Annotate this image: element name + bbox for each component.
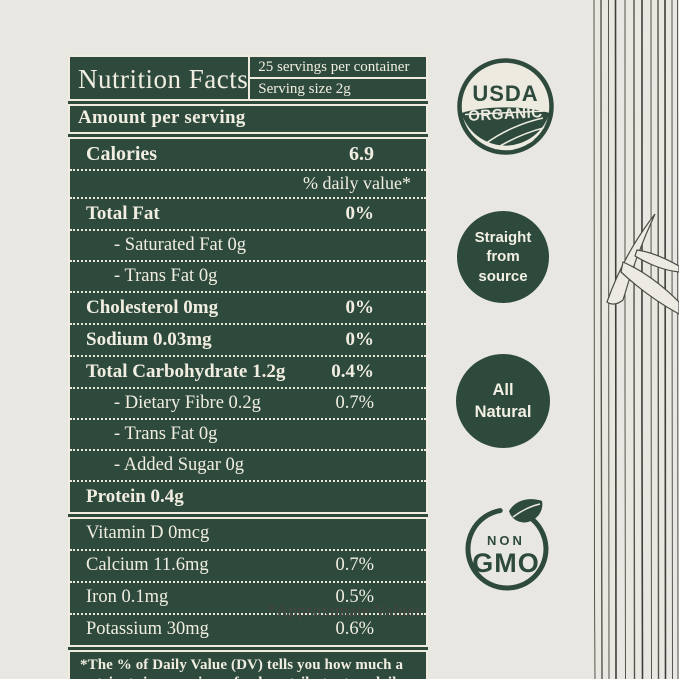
nutrition-row: Calcium 11.6mg 0.7% (70, 551, 426, 583)
seal-field (461, 107, 550, 146)
nutrient-value: 0% (345, 297, 375, 318)
non-gmo-badge: NON GMO (465, 499, 549, 591)
nutrition-row: - Trans Fat 0g (70, 420, 426, 451)
straight-from-source-badge: Straight from source (457, 211, 549, 303)
label-title: Nutrition Facts (78, 64, 249, 94)
nutrition-row: - Added Sugar 0g (70, 451, 426, 482)
nutrient-label: Calcium 11.6mg (86, 555, 209, 575)
organic-text: ORGANIC (468, 104, 543, 125)
nutrient-value: 0.7% (335, 555, 374, 575)
nutrient-label: Potassium 30mg (86, 619, 209, 639)
nutrient-label: - Trans Fat 0g (114, 424, 218, 444)
daily-value-header: % daily value* (70, 171, 426, 199)
nutrition-row: Total Carbohydrate 1.2g 0.4% (70, 357, 426, 389)
organic-strike-line (464, 110, 547, 116)
nutrition-facts-panel: Nutrition Facts 25 servings per containe… (68, 55, 428, 679)
nutrient-label: - Saturated Fat 0g (114, 235, 247, 255)
sugarcane-stalks-illustration (593, 0, 679, 679)
calories-label: Calories (86, 143, 158, 165)
amount-per-serving-bar: Amount per serving (68, 104, 428, 134)
usda-organic-seal: USDA ORGANIC (457, 58, 554, 155)
nutrient-value: 0.7% (335, 393, 374, 413)
servings-per-container: 25 servings per container (250, 57, 426, 79)
nutrient-label: - Added Sugar 0g (114, 455, 244, 475)
approximate-values-note: *Approximate Values (266, 601, 422, 620)
nutrient-label: Total Carbohydrate 1.2g (86, 361, 286, 382)
nutrition-row: Vitamin D 0mcg (70, 519, 426, 551)
badge-line: Natural (474, 403, 532, 421)
micro-nutrients-box: Vitamin D 0mcg Calcium 11.6mg 0.7% Iron 0.1… (68, 517, 428, 647)
badge-line: Straight (474, 229, 532, 247)
gmo-text: GMO (472, 548, 540, 578)
macro-rows: Total Fat 0% - Saturated Fat 0g - Trans Fat… (70, 199, 426, 512)
all-natural-badge: All Natural (456, 354, 550, 448)
daily-value-footnote: *The % of Daily Value (DV) tells you how… (68, 650, 428, 679)
nutrition-row: Iron 0.1mg 0.5% (70, 583, 426, 615)
macro-nutrients-box: Calories 6.9 % daily value* Total Fat 0% -… (68, 137, 428, 514)
nutrient-label: Cholesterol 0mg (86, 297, 219, 318)
nutrition-row: - Dietary Fibre 0.2g 0.7% (70, 389, 426, 420)
nutrient-label: Total Fat (86, 203, 160, 224)
badge-line: source (478, 267, 528, 285)
usda-text: USDA (472, 81, 538, 106)
calories-value: 6.9 (349, 143, 374, 165)
serving-info-box: 25 servings per container Serving size 2… (248, 57, 426, 99)
nutrition-row: Total Fat 0% (70, 199, 426, 231)
nutrient-label: Sodium 0.03mg (86, 329, 212, 350)
nutrient-value: 0.6% (335, 619, 374, 639)
leaf-icon (509, 499, 543, 523)
nutrition-row: Potassium 30mg 0.6% (70, 615, 426, 645)
nutrient-label: Protein 0.4g (86, 486, 184, 507)
nutrient-label: - Trans Fat 0g (114, 266, 218, 286)
nutrient-label: - Dietary Fibre 0.2g (114, 393, 261, 413)
nutrient-label: Vitamin D 0mcg (86, 523, 210, 543)
nutrient-value: 0% (345, 203, 375, 224)
label-header: Nutrition Facts 25 servings per containe… (68, 55, 428, 101)
nutrient-label: Iron 0.1mg (86, 587, 169, 607)
nutrition-row: - Trans Fat 0g (70, 262, 426, 293)
nutrition-row: Protein 0.4g (70, 482, 426, 512)
badge-line: All (492, 380, 514, 399)
nutrient-value: 0.5% (335, 587, 374, 607)
calories-row: Calories 6.9 (70, 139, 426, 171)
serving-size: Serving size 2g (258, 80, 351, 97)
non-text: NON (487, 533, 525, 548)
nutrition-row: - Saturated Fat 0g (70, 231, 426, 262)
nutrient-value: 0.4% (331, 361, 374, 382)
nutrition-row: Cholesterol 0mg 0% (70, 293, 426, 325)
nutrient-value: 0% (345, 329, 375, 350)
open-circle-arc (465, 508, 549, 591)
leaf-vein (512, 503, 541, 518)
badge-line: from (486, 248, 520, 266)
nutrition-row: Sodium 0.03mg 0% (70, 325, 426, 357)
